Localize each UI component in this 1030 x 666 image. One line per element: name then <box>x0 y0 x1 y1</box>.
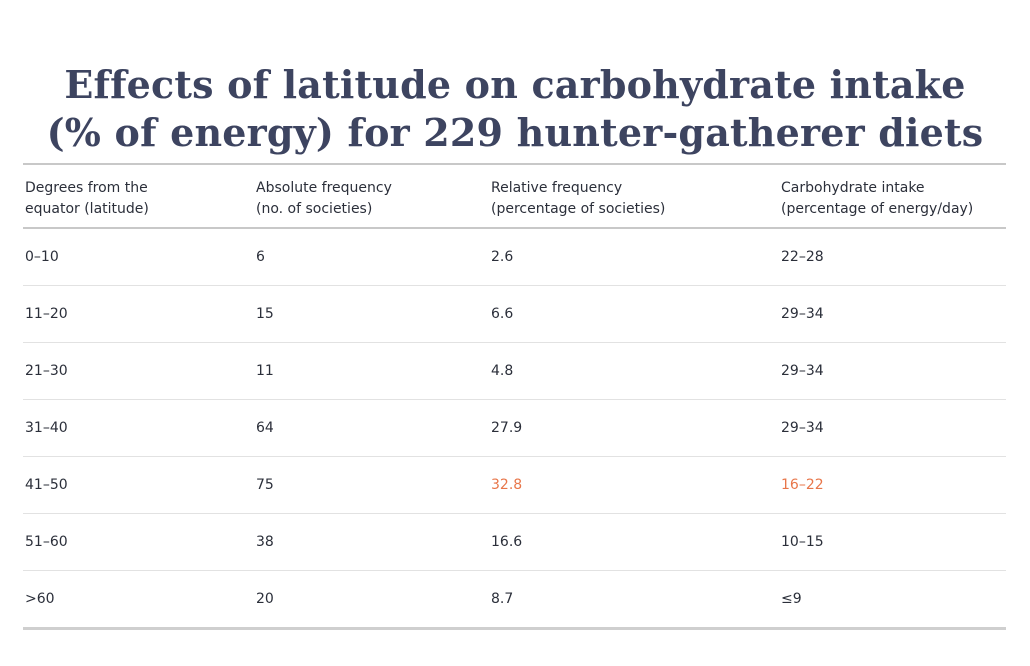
table-row: 51–60 38 16.6 10–15 <box>23 514 1006 571</box>
latitude-cell: 51–60 <box>25 534 68 550</box>
carbohydrate-intake-cell: ≤9 <box>781 591 802 607</box>
table-row: 0–10 6 2.6 22–28 <box>23 229 1006 286</box>
relative-frequency-cell-highlighted: 32.8 <box>491 477 523 493</box>
relative-frequency-cell: 6.6 <box>491 306 514 322</box>
latitude-cell: 31–40 <box>25 420 68 436</box>
carbohydrate-intake-cell: 22–28 <box>781 249 824 265</box>
absolute-frequency-cell: 11 <box>256 363 274 379</box>
absolute-frequency-cell: 75 <box>256 477 274 493</box>
table-title-line-2: (% of energy) for 229 hunter-gatherer di… <box>46 110 984 156</box>
absolute-frequency-cell: 6 <box>256 249 265 265</box>
absolute-frequency-cell: 38 <box>256 534 274 550</box>
relative-frequency-cell: 2.6 <box>491 249 514 265</box>
column-header-carbohydrate-intake: Carbohydrate intake (percentage of energ… <box>781 180 974 217</box>
table-row: 21–30 11 4.8 29–34 <box>23 343 1006 400</box>
absolute-frequency-cell: 20 <box>256 591 274 607</box>
latitude-cell: 21–30 <box>25 363 68 379</box>
table-title-line-1: Effects of latitude on carbohydrate inta… <box>64 62 966 108</box>
column-header-latitude: Degrees from the equator (latitude) <box>25 180 149 217</box>
relative-frequency-cell: 16.6 <box>491 534 523 550</box>
latitude-cell: 41–50 <box>25 477 68 493</box>
absolute-frequency-cell: 64 <box>256 420 274 436</box>
relative-frequency-cell: 27.9 <box>491 420 523 436</box>
table-title: Effects of latitude on carbohydrate inta… <box>0 61 1030 157</box>
relative-frequency-cell: 8.7 <box>491 591 514 607</box>
table-row: 31–40 64 27.9 29–34 <box>23 400 1006 457</box>
carbohydrate-intake-cell-highlighted: 16–22 <box>781 477 824 493</box>
table-header-row: Degrees from the equator (latitude) Abso… <box>23 165 1006 229</box>
table-row: >60 20 8.7 ≤9 <box>23 571 1006 630</box>
absolute-frequency-cell: 15 <box>256 306 274 322</box>
latitude-cell: >60 <box>25 591 55 607</box>
column-header-relative-frequency: Relative frequency (percentage of societ… <box>491 180 666 217</box>
carbohydrate-intake-cell: 29–34 <box>781 363 824 379</box>
table-row: 11–20 15 6.6 29–34 <box>23 286 1006 343</box>
carbohydrate-intake-cell: 29–34 <box>781 306 824 322</box>
column-header-absolute-frequency: Absolute frequency (no. of societies) <box>256 180 392 217</box>
latitude-carbohydrate-table: Degrees from the equator (latitude) Abso… <box>23 163 1006 630</box>
table-row-highlighted: 41–50 75 32.8 16–22 <box>23 457 1006 514</box>
carbohydrate-intake-cell: 10–15 <box>781 534 824 550</box>
latitude-cell: 11–20 <box>25 306 68 322</box>
table-top-rule <box>23 163 1006 165</box>
relative-frequency-cell: 4.8 <box>491 363 514 379</box>
carbohydrate-intake-cell: 29–34 <box>781 420 824 436</box>
latitude-cell: 0–10 <box>25 249 59 265</box>
